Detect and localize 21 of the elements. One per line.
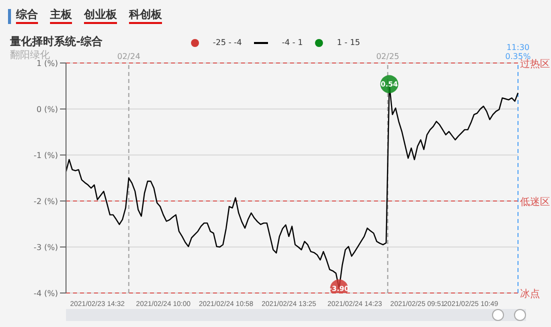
ref-line-label: 过热区	[520, 58, 550, 70]
text: 主板	[50, 8, 72, 24]
ref-line-label: 低迷区	[520, 196, 550, 208]
y-tick-label: 0 (%)	[36, 104, 58, 114]
ref-line-label: 冰点	[520, 288, 540, 300]
text: 综合	[16, 8, 38, 24]
chart-subtitle: 翻阳绿化	[10, 48, 50, 61]
y-tick-label: -3 (%)	[34, 242, 58, 252]
chart-title: 量化择时系统-综合	[10, 34, 103, 49]
y-tick-label: 1 (%)	[36, 58, 58, 68]
text: 科创板	[129, 8, 162, 24]
y-tick-label: -4 (%)	[34, 288, 58, 298]
text: 02/25	[376, 52, 400, 61]
legend-label: -25 - -4	[212, 38, 242, 47]
text: 02/24	[117, 52, 140, 61]
text: 创业板	[84, 8, 117, 24]
y-tick-label: -2 (%)	[34, 196, 58, 206]
y-tick-label: -1 (%)	[34, 150, 58, 160]
legend-label: -4 - 1	[282, 38, 303, 47]
text: 11:30 0.35%	[505, 43, 532, 61]
legend-label: 1 - 15	[336, 38, 360, 47]
